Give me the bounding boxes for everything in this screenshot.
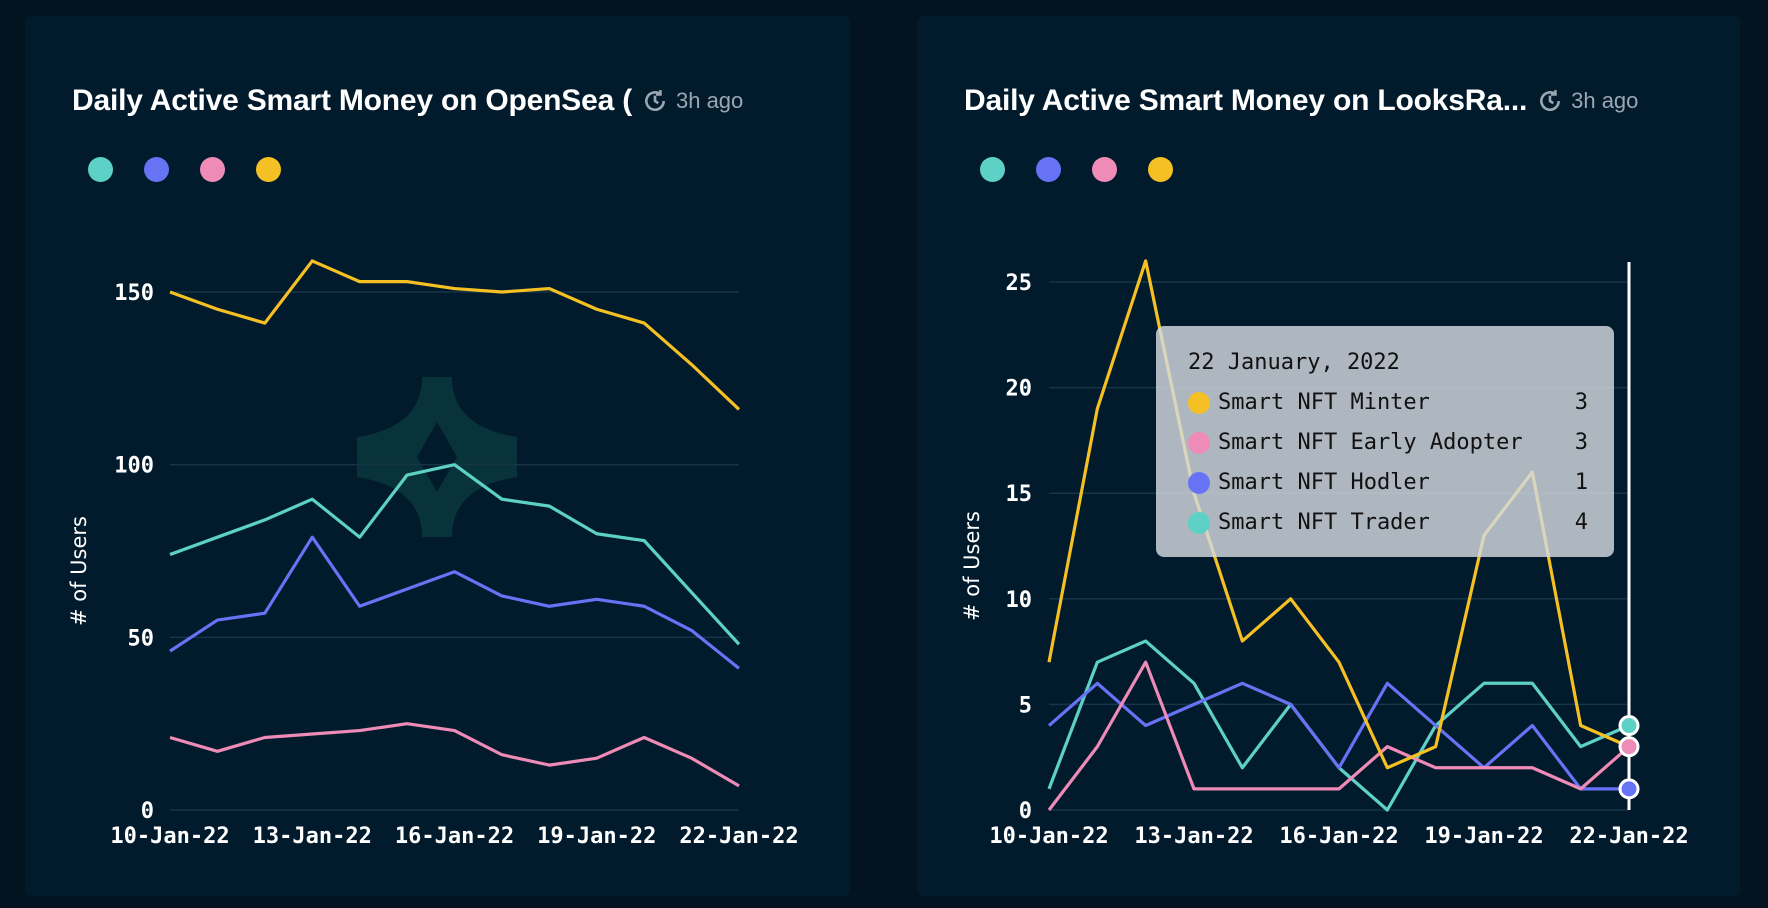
legend-dot-trader[interactable] xyxy=(980,157,1005,182)
y-axis-label: # of Users xyxy=(67,516,91,626)
series-line-trader[interactable] xyxy=(1047,639,1630,812)
tooltip-date: 22 January, 2022 xyxy=(1188,350,1400,375)
x-tick-label: 22-Jan-22 xyxy=(1569,824,1688,849)
hover-point-trader xyxy=(1618,715,1640,737)
x-tick-label: 10-Jan-22 xyxy=(110,824,229,849)
tooltip-row-trader: Smart NFT Trader 4 xyxy=(1188,510,1588,535)
tooltip-label: Smart NFT Trader xyxy=(1218,510,1430,535)
tooltip-value: 1 xyxy=(1574,470,1588,495)
legend xyxy=(980,157,1173,182)
y-tick-label: 10 xyxy=(1006,588,1033,613)
x-tick-label: 22-Jan-22 xyxy=(679,824,798,849)
series-line-early-adopter[interactable] xyxy=(169,722,740,788)
last-updated: 3h ago xyxy=(642,88,743,114)
early-adopter-swatch-icon xyxy=(1188,431,1210,454)
last-updated: 3h ago xyxy=(1537,88,1638,114)
legend xyxy=(88,157,281,182)
last-updated-text: 3h ago xyxy=(1571,88,1639,113)
x-tick-label: 10-Jan-22 xyxy=(989,824,1108,849)
series-line-hodler[interactable] xyxy=(169,535,741,670)
y-tick-label: 100 xyxy=(114,454,154,479)
trader-swatch-icon xyxy=(1188,511,1210,534)
card-header: Daily Active Smart Money on OpenSea ( 3h… xyxy=(72,84,743,118)
watermark-logo-icon xyxy=(357,377,517,537)
hover-point-hodler xyxy=(1618,778,1640,800)
legend-dot-early-adopter[interactable] xyxy=(200,157,225,182)
series-line-minter[interactable] xyxy=(169,259,741,411)
legend-dot-trader[interactable] xyxy=(88,157,113,182)
y-tick-label: 150 xyxy=(114,281,154,306)
hodler-swatch-icon xyxy=(1188,471,1210,494)
minter-swatch-icon xyxy=(1188,391,1210,414)
refresh-clock-icon xyxy=(645,90,665,112)
tooltip: 22 January, 2022 Smart NFT Minter 3 Smart… xyxy=(1156,326,1614,557)
x-tick-label: 16-Jan-22 xyxy=(1279,824,1398,849)
legend-dot-early-adopter[interactable] xyxy=(1092,157,1117,182)
series-line-trader[interactable] xyxy=(169,463,741,646)
y-tick-label: 15 xyxy=(1006,482,1033,507)
y-tick-label: 5 xyxy=(1019,693,1032,718)
x-tick-label: 16-Jan-22 xyxy=(395,824,514,849)
opensea-chart-card: Daily Active Smart Money on OpenSea ( 3h… xyxy=(25,16,850,896)
x-tick-label: 19-Jan-22 xyxy=(1424,824,1543,849)
card-header: Daily Active Smart Money on LooksRa... 3… xyxy=(964,84,1638,118)
tooltip-value: 4 xyxy=(1574,510,1588,535)
x-tick-label: 13-Jan-22 xyxy=(253,824,372,849)
tooltip-label: Smart NFT Minter xyxy=(1218,390,1430,415)
legend-dot-minter[interactable] xyxy=(1148,157,1173,182)
x-tick-label: 19-Jan-22 xyxy=(537,824,656,849)
x-tick-label: 13-Jan-22 xyxy=(1134,824,1253,849)
y-tick-label: 25 xyxy=(1006,271,1033,296)
refresh-clock-icon xyxy=(1540,90,1561,112)
tooltip-value: 3 xyxy=(1574,390,1588,415)
tooltip-label: Smart NFT Early Adopter xyxy=(1218,430,1523,455)
y-tick-label: 0 xyxy=(1019,799,1032,824)
legend-dot-minter[interactable] xyxy=(256,157,281,182)
line-chart[interactable]: 0 50 100 150 10-Jan-22 13-Jan-22 16-Jan-22 19-J… xyxy=(25,16,850,896)
hover-point-early-adopter xyxy=(1618,736,1640,758)
tooltip-row-hodler: Smart NFT Hodler 1 xyxy=(1188,470,1588,495)
y-tick-label: 20 xyxy=(1006,377,1033,402)
tooltip-row-minter: Smart NFT Minter 3 xyxy=(1188,390,1588,415)
tooltip-value: 3 xyxy=(1574,430,1588,455)
y-tick-label: 50 xyxy=(128,626,155,651)
looksrare-chart-card: Daily Active Smart Money on LooksRa... 3… xyxy=(917,16,1740,896)
tooltip-row-early-adopter: Smart NFT Early Adopter 3 xyxy=(1188,430,1588,455)
legend-dot-hodler[interactable] xyxy=(144,157,169,182)
legend-dot-hodler[interactable] xyxy=(1036,157,1061,182)
last-updated-text: 3h ago xyxy=(675,88,744,113)
series-line-early-adopter[interactable] xyxy=(1047,660,1631,811)
tooltip-label: Smart NFT Hodler xyxy=(1218,470,1430,495)
y-tick-label: 0 xyxy=(141,799,154,824)
y-axis-label: # of Users xyxy=(960,511,984,621)
series-line-hodler[interactable] xyxy=(1047,681,1629,791)
